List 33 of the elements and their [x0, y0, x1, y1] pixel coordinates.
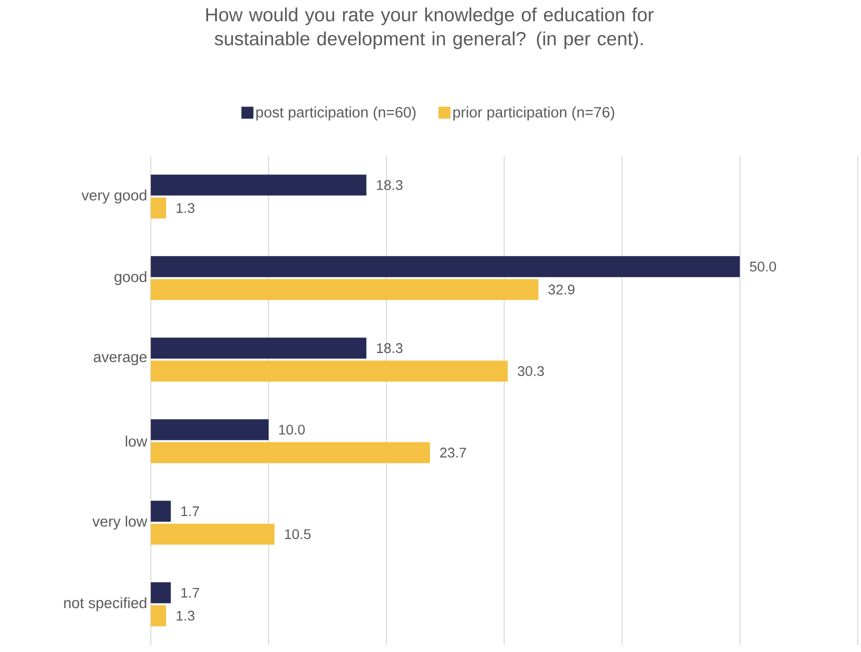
bar	[150, 360, 508, 382]
bar	[150, 256, 740, 278]
y-tick-label: not specified	[64, 597, 146, 612]
bar	[150, 338, 366, 359]
legend-label: post participation (n=60)	[256, 106, 416, 121]
data-label: 10.0	[279, 424, 305, 435]
bar	[150, 605, 166, 626]
data-label: 10.5	[285, 529, 311, 540]
y-tick-label: low	[126, 436, 148, 447]
data-label: 30.3	[518, 366, 544, 376]
bar	[150, 442, 430, 464]
data-label: 32.9	[548, 284, 574, 295]
data-label: 1.3	[176, 203, 194, 214]
y-tick-label: average	[94, 354, 147, 366]
bar	[150, 198, 166, 219]
y-tick-label: good	[114, 271, 146, 286]
bar	[150, 500, 171, 522]
chart-title: How would you rate your knowledge of education for sustainable development in general? (in per cent).	[206, 8, 654, 50]
bar	[150, 524, 274, 545]
legend-label: prior participation (n=76)	[453, 106, 614, 121]
bar	[150, 419, 269, 440]
data-label: 1.7	[181, 506, 200, 516]
bar	[150, 279, 538, 300]
data-label: 1.7	[181, 588, 200, 598]
data-label: 18.3	[376, 343, 402, 354]
data-label: 23.7	[440, 448, 466, 458]
bar	[150, 582, 171, 604]
data-label: 50.0	[750, 262, 776, 272]
y-tick-label: very good	[82, 190, 146, 204]
y-tick-label: very low	[92, 516, 148, 530]
data-label: 1.3	[176, 610, 194, 621]
data-label: 18.3	[376, 180, 402, 190]
bar	[150, 174, 366, 196]
